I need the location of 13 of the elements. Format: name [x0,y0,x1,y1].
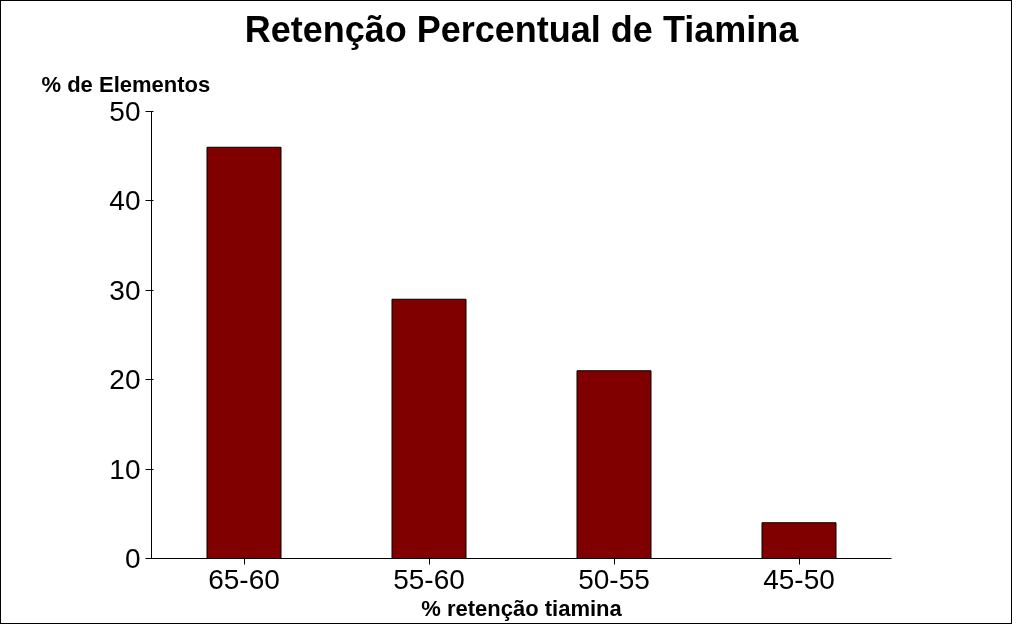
y-tick-label: 40 [109,185,141,217]
x-tick-label: 50-55 [578,563,650,595]
y-tick-label: 20 [109,364,141,396]
chart-title: Retenção Percentual de Tiamina [244,8,800,50]
y-tick-label: 0 [124,543,141,574]
y-axis-title: % de Elementos [41,71,211,97]
x-tick-label: 65-60 [208,563,280,595]
x-tick-label: 45-50 [763,563,835,595]
y-tick-label: 10 [109,453,141,485]
y-tick-label: 50 [109,96,141,127]
x-axis-title: % retenção tiamina [421,595,623,621]
y-tick-label: 30 [109,274,141,306]
x-tick-label: 55-60 [393,563,465,595]
